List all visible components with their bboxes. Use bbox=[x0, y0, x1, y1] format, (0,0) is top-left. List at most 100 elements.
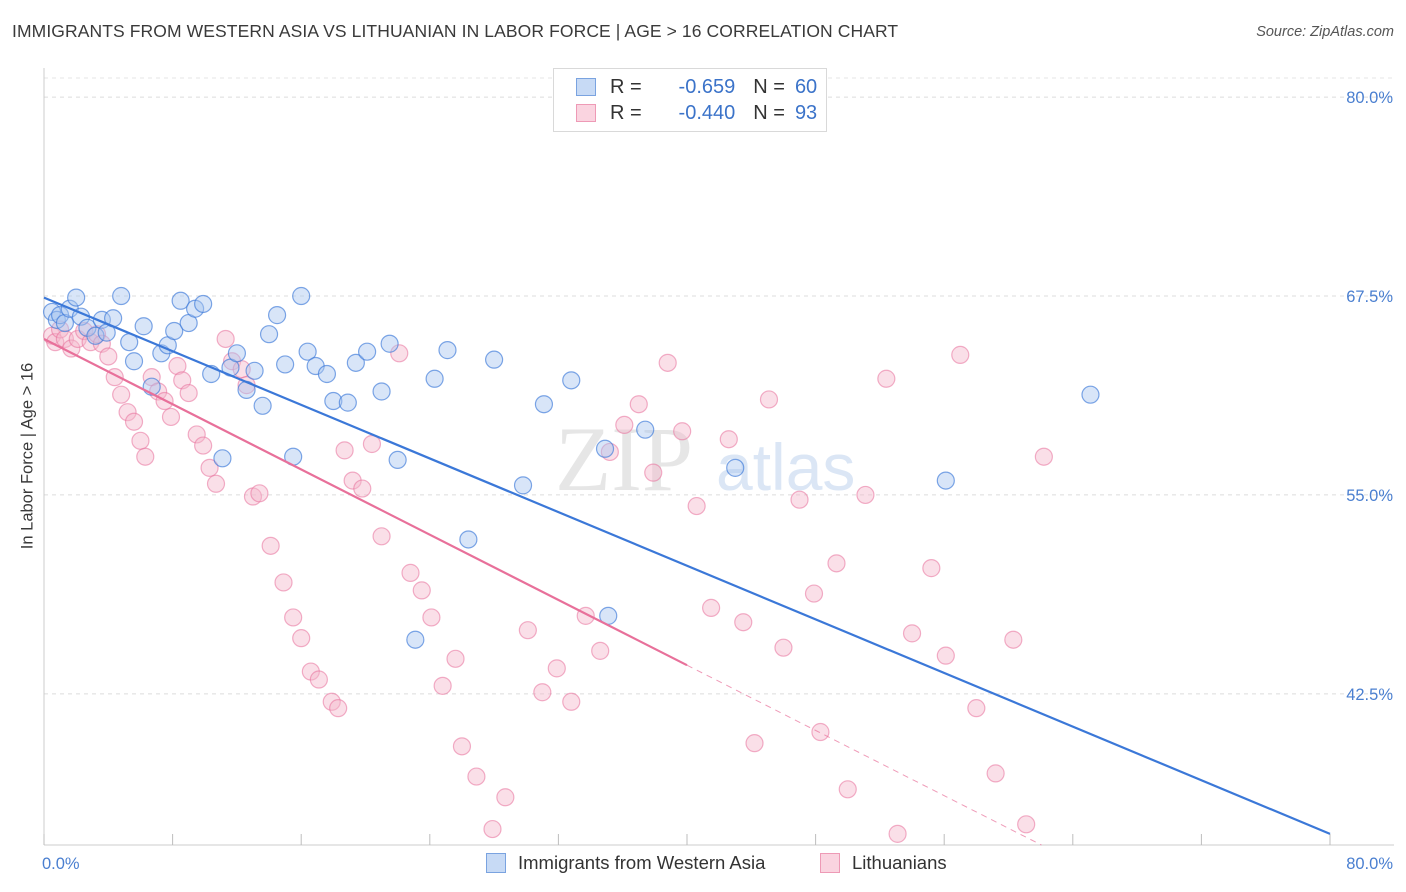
lithuanians-point bbox=[1004, 630, 1023, 649]
lithuanians-point bbox=[562, 692, 581, 711]
lithuanians-point bbox=[673, 422, 692, 441]
western-asia-point bbox=[346, 353, 365, 372]
lithuanians-point bbox=[292, 629, 311, 648]
lithuanians-point bbox=[922, 559, 941, 578]
western-asia-point bbox=[459, 530, 478, 549]
lithuanians-point bbox=[362, 434, 382, 454]
lithuanians-point bbox=[168, 356, 187, 376]
lithuanians-point bbox=[1034, 447, 1053, 466]
lithuanians-point bbox=[161, 407, 181, 427]
lithuanians-point bbox=[533, 683, 552, 702]
lithuanians-point bbox=[261, 536, 280, 555]
lithuanians-point bbox=[734, 613, 753, 632]
western-asia-point bbox=[562, 371, 581, 390]
lithuanians-point bbox=[615, 415, 634, 435]
lithuanians-point bbox=[967, 699, 986, 718]
blue-swatch bbox=[486, 853, 506, 873]
western-asia-point bbox=[936, 471, 955, 490]
lithuanians-point bbox=[629, 395, 648, 414]
western-asia-trend-line bbox=[43, 296, 1331, 835]
lithuanians-point bbox=[353, 479, 372, 498]
western-asia-point bbox=[124, 352, 144, 371]
legend-label: Immigrants from Western Asia bbox=[518, 852, 766, 873]
lithuanians-point bbox=[951, 345, 970, 364]
x-tick-label: 80.0% bbox=[1346, 855, 1393, 873]
western-asia-point bbox=[86, 326, 105, 345]
western-asia-point bbox=[165, 321, 184, 341]
western-asia-point bbox=[636, 420, 655, 439]
y-tick-label: 80.0% bbox=[1346, 89, 1393, 107]
western-asia-point bbox=[358, 342, 377, 361]
lithuanians-point bbox=[719, 430, 738, 449]
lithuanians-point bbox=[745, 734, 764, 753]
pink-swatch bbox=[820, 853, 840, 873]
chart-title: IMMIGRANTS FROM WESTERN ASIA VS LITHUANI… bbox=[12, 21, 899, 41]
n-value: 60 bbox=[794, 75, 818, 98]
western-asia-point bbox=[134, 317, 153, 336]
lithuanians-point bbox=[372, 527, 391, 546]
lithuanians-point bbox=[118, 403, 137, 422]
western-asia-points bbox=[42, 286, 1100, 649]
western-asia-point bbox=[317, 364, 337, 384]
lithuanians-point bbox=[179, 383, 198, 403]
lithuanians-point bbox=[55, 329, 74, 349]
lithuanians-point bbox=[790, 490, 809, 509]
x-tick-label: 0.0% bbox=[42, 855, 80, 873]
r-value: -0.440 bbox=[678, 101, 736, 124]
western-asia-point bbox=[726, 458, 745, 477]
western-asia-point bbox=[372, 382, 391, 401]
lithuanians-point bbox=[216, 329, 235, 349]
lithuanians-point bbox=[811, 722, 830, 742]
lithuanians-point bbox=[452, 737, 472, 756]
lithuanians-point bbox=[136, 447, 155, 466]
lithuanians-point bbox=[518, 621, 537, 640]
lithuanians-point bbox=[687, 496, 706, 516]
stats-legend: R = -0.659 N = 60 R = -0.440 N = 93 bbox=[553, 68, 827, 132]
lithuanians-point bbox=[936, 646, 955, 665]
n-value: 93 bbox=[794, 101, 818, 124]
lithuanians-point bbox=[200, 458, 219, 477]
western-asia-point bbox=[276, 355, 295, 374]
lithuanians-point bbox=[877, 369, 896, 388]
lithuanians-point bbox=[274, 573, 293, 592]
western-asia-point bbox=[55, 313, 74, 333]
lithuanians-point bbox=[131, 431, 150, 450]
western-asia-point bbox=[1081, 385, 1100, 404]
western-asia-point bbox=[425, 369, 444, 388]
lithuanians-point bbox=[467, 767, 486, 786]
lithuanians-point bbox=[483, 819, 502, 839]
watermark-atlas: atlas bbox=[716, 430, 855, 504]
y-tick-label: 67.5% bbox=[1346, 288, 1393, 306]
lithuanians-trend-extension bbox=[686, 664, 1042, 846]
lithuanians-point bbox=[856, 485, 875, 505]
legend-item-western-asia[interactable]: Immigrants from Western Asia bbox=[486, 852, 765, 874]
y-tick-label: 42.5% bbox=[1346, 686, 1393, 704]
lithuanians-point bbox=[658, 353, 677, 372]
western-asia-point bbox=[534, 395, 554, 414]
lithuanians-point bbox=[187, 425, 206, 444]
western-asia-point bbox=[171, 291, 190, 310]
lithuanians-point bbox=[702, 598, 721, 617]
western-asia-point bbox=[595, 439, 615, 458]
lithuanians-point bbox=[112, 385, 131, 404]
lithuanians-point bbox=[644, 463, 663, 482]
lithuanians-point bbox=[1017, 815, 1036, 834]
r-label: R = bbox=[610, 101, 642, 124]
legend-row-lithuanians: R = -0.440 N = 93 bbox=[576, 101, 817, 125]
lithuanians-point bbox=[250, 484, 269, 503]
r-value: -0.659 bbox=[678, 75, 736, 98]
western-asia-point bbox=[227, 344, 246, 363]
lithuanians-point bbox=[329, 699, 348, 718]
western-asia-point bbox=[245, 361, 264, 380]
lithuanians-point bbox=[986, 764, 1005, 783]
lithuanians-point bbox=[774, 638, 793, 657]
western-asia-point bbox=[388, 450, 407, 470]
lithuanians-point bbox=[547, 659, 566, 678]
lithuanians-point bbox=[446, 649, 465, 668]
legend-item-lithuanians[interactable]: Lithuanians bbox=[820, 852, 947, 874]
lithuanians-point bbox=[412, 581, 431, 600]
watermark-zip: ZIP bbox=[555, 408, 693, 510]
trend-lines bbox=[43, 296, 1331, 846]
western-asia-point bbox=[380, 334, 399, 353]
